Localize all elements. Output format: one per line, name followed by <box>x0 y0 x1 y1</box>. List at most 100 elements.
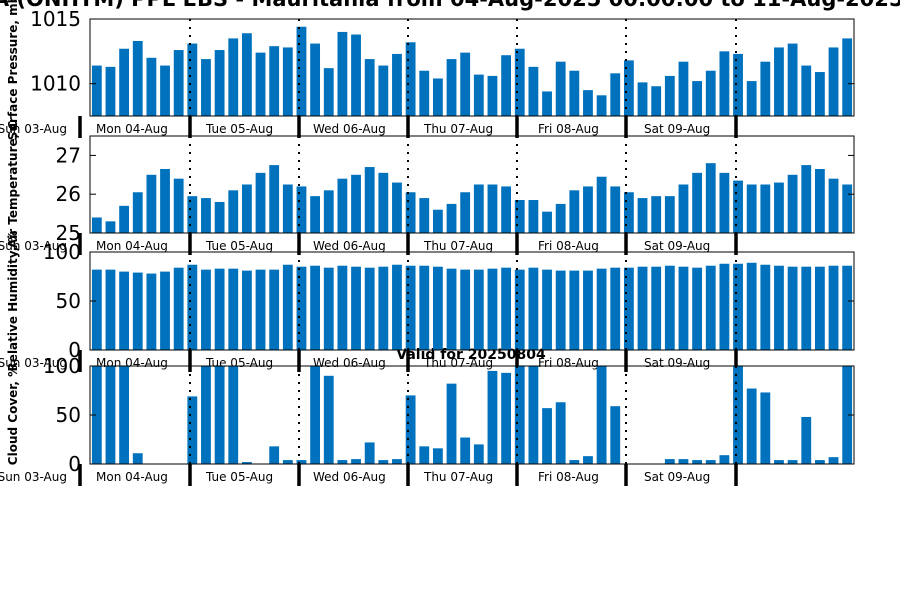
bar <box>323 375 334 464</box>
bar <box>637 82 648 116</box>
bar <box>446 203 457 233</box>
bar <box>501 267 512 350</box>
bar <box>623 192 634 233</box>
xtick-label: Fri 08-Aug <box>538 122 599 136</box>
bar <box>692 172 703 233</box>
bar <box>351 459 361 464</box>
bar <box>487 268 498 350</box>
bar <box>446 268 457 350</box>
bar <box>187 264 198 350</box>
bar <box>555 270 566 350</box>
bar <box>460 52 471 116</box>
bar <box>91 366 102 464</box>
bar <box>719 172 730 233</box>
bar <box>269 165 280 233</box>
bar <box>473 269 484 350</box>
ytick-label: 27 <box>56 143 81 167</box>
bar <box>419 198 430 233</box>
bar <box>528 200 539 233</box>
bar <box>187 396 198 464</box>
bar <box>392 53 402 116</box>
bar <box>119 205 130 233</box>
bar <box>419 265 430 350</box>
bar <box>569 70 580 116</box>
bar <box>173 178 184 233</box>
bar <box>801 65 812 116</box>
bar <box>678 459 689 464</box>
bar <box>296 266 307 350</box>
bar <box>760 61 771 116</box>
ylabel: Surface Pressure, mb <box>6 0 20 140</box>
bar <box>323 267 334 350</box>
bar <box>473 184 484 233</box>
xtick-label: Wed 06-Aug <box>313 470 386 484</box>
bar <box>774 47 784 117</box>
bar <box>364 442 375 464</box>
bar <box>569 460 580 464</box>
bar <box>201 59 211 116</box>
xtick-label: Mon 04-Aug <box>96 470 168 484</box>
bar <box>392 459 402 464</box>
bar <box>760 392 771 464</box>
bar <box>310 265 321 350</box>
xtick-label: Sun 03-Aug <box>0 356 67 370</box>
ytick-label: 1015 <box>30 7 81 31</box>
xtick-label: Fri 08-Aug <box>538 356 599 370</box>
bar <box>637 198 648 233</box>
bar <box>405 42 416 116</box>
bar <box>214 366 225 464</box>
bar <box>596 268 607 350</box>
bar <box>337 265 348 350</box>
bar <box>487 370 498 464</box>
bar <box>91 65 102 116</box>
bar <box>146 57 157 116</box>
bar <box>664 265 675 350</box>
bar <box>637 266 648 350</box>
bar <box>201 269 211 350</box>
bar <box>323 68 334 116</box>
bar <box>583 186 593 233</box>
bar <box>241 462 252 464</box>
bar <box>774 460 784 464</box>
ytick-label: 100 <box>43 240 81 264</box>
bar <box>160 168 170 233</box>
bar <box>542 91 552 116</box>
bar <box>787 43 798 116</box>
bar <box>842 184 853 233</box>
bar <box>214 268 225 350</box>
bar <box>555 61 566 116</box>
bar <box>132 40 143 116</box>
bar <box>801 416 812 464</box>
ytick-label: 0 <box>68 452 81 476</box>
bar <box>842 38 853 116</box>
bar <box>282 184 293 233</box>
bar <box>555 203 566 233</box>
bar <box>623 267 634 350</box>
bar <box>501 372 512 464</box>
bar <box>187 196 198 233</box>
bar <box>651 266 662 350</box>
xtick-label: Sun 03-Aug <box>0 122 67 136</box>
bar <box>201 198 211 233</box>
xtick-label: Wed 06-Aug <box>313 356 386 370</box>
bar <box>364 267 375 350</box>
xtick-label: Thu 07-Aug <box>423 122 493 136</box>
bar <box>132 192 143 233</box>
bar <box>378 460 389 464</box>
bar <box>214 50 225 116</box>
bar <box>733 53 743 116</box>
bar <box>432 266 443 350</box>
bar <box>528 66 539 116</box>
bar <box>473 444 484 464</box>
bar <box>555 402 566 464</box>
bar <box>787 174 798 233</box>
bar <box>610 406 621 464</box>
bar <box>296 26 307 116</box>
bar <box>733 263 743 350</box>
bar <box>269 446 280 464</box>
bar <box>378 172 389 233</box>
bar <box>746 388 757 464</box>
bar <box>241 33 252 117</box>
